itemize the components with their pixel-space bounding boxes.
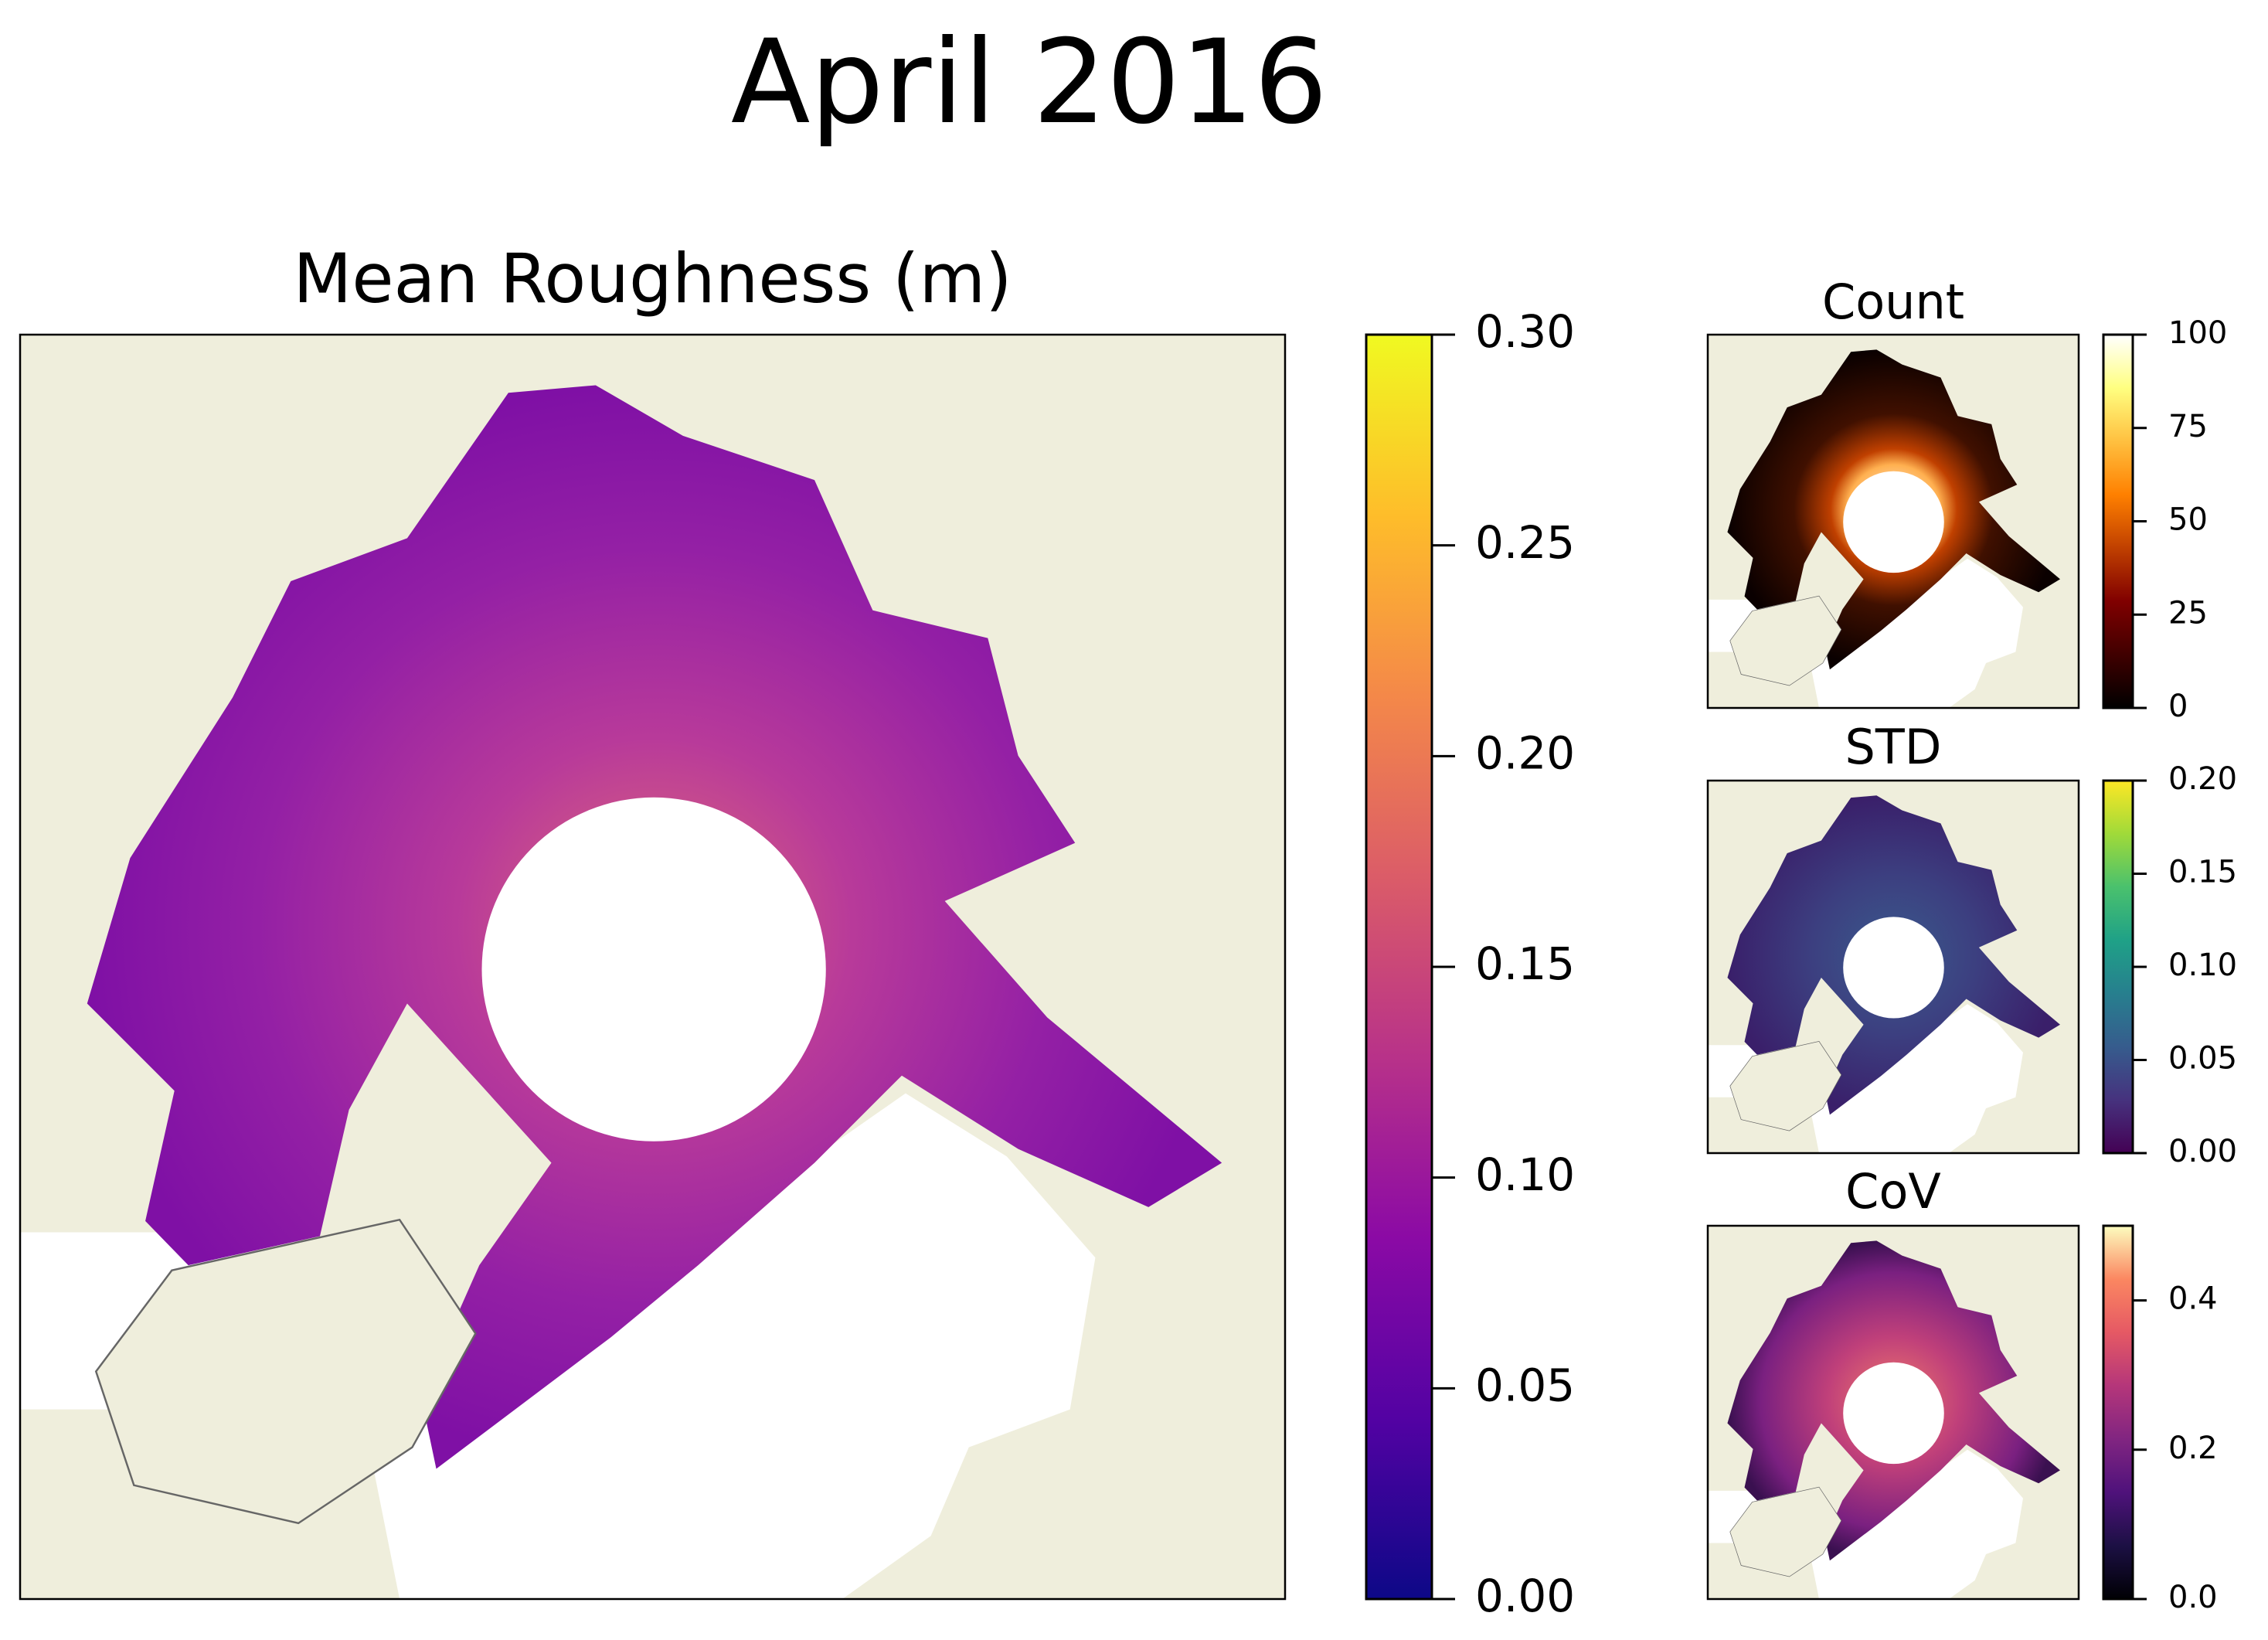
panel-title: Count	[1822, 274, 1964, 330]
pole-hole	[1843, 1362, 1944, 1465]
map	[1708, 335, 2079, 708]
greenland	[1729, 1040, 1842, 1131]
colorbar-tick-label: 0.05	[1475, 1359, 1575, 1411]
figure-title: April 2016	[731, 15, 1328, 150]
colorbar-tick-label: 0.0	[2168, 1580, 2218, 1615]
colorbar-tick-label: 0.25	[1475, 516, 1575, 569]
pole-hole	[1843, 917, 1944, 1019]
greenland	[1729, 1486, 1842, 1577]
colorbar-tick-label: 25	[2168, 595, 2208, 631]
colorbar-tick-label: 0.20	[1475, 726, 1575, 779]
colorbar-tick-label: 100	[2168, 315, 2227, 351]
map-frame	[19, 333, 1287, 1601]
colorbar-tick-label: 0.00	[1475, 1570, 1575, 1622]
colorbar	[2102, 779, 2134, 1155]
pole-hole	[1843, 471, 1944, 573]
colorbar-tick-label: 0.15	[2168, 855, 2237, 890]
colorbar	[1365, 333, 1433, 1601]
colorbar	[2102, 1224, 2134, 1601]
colorbar-tick-label: 0.10	[2168, 948, 2237, 983]
colorbar-tick-label: 75	[2168, 409, 2208, 444]
map-frame	[1706, 1224, 2080, 1601]
colorbar-tick-label: 0.30	[1475, 305, 1575, 358]
map	[1708, 1226, 2079, 1599]
panel-title: STD	[1845, 719, 1942, 775]
colorbar-tick-label: 0.15	[1475, 937, 1575, 990]
colorbar-tick-label: 0.4	[2168, 1281, 2218, 1317]
colorbar-tick-label: 0.10	[1475, 1148, 1575, 1201]
pole-hole	[481, 797, 826, 1142]
greenland	[94, 1218, 477, 1525]
colorbar-tick-label: 0.20	[2168, 761, 2237, 797]
colorbar	[2102, 333, 2134, 709]
colorbar-tick-label: 50	[2168, 502, 2208, 538]
map	[1708, 781, 2079, 1153]
colorbar-tick-label: 0.05	[2168, 1041, 2237, 1077]
panel-title: CoV	[1845, 1163, 1941, 1220]
colorbar-tick-label: 0.00	[2168, 1134, 2237, 1169]
greenland	[1729, 595, 1842, 686]
colorbar-tick-label: 0.2	[2168, 1431, 2218, 1466]
map-frame	[1706, 333, 2080, 709]
map	[20, 335, 1285, 1599]
map-frame	[1706, 779, 2080, 1155]
panel-title: Mean Roughness (m)	[293, 239, 1012, 318]
colorbar-tick-label: 0	[2168, 689, 2188, 724]
